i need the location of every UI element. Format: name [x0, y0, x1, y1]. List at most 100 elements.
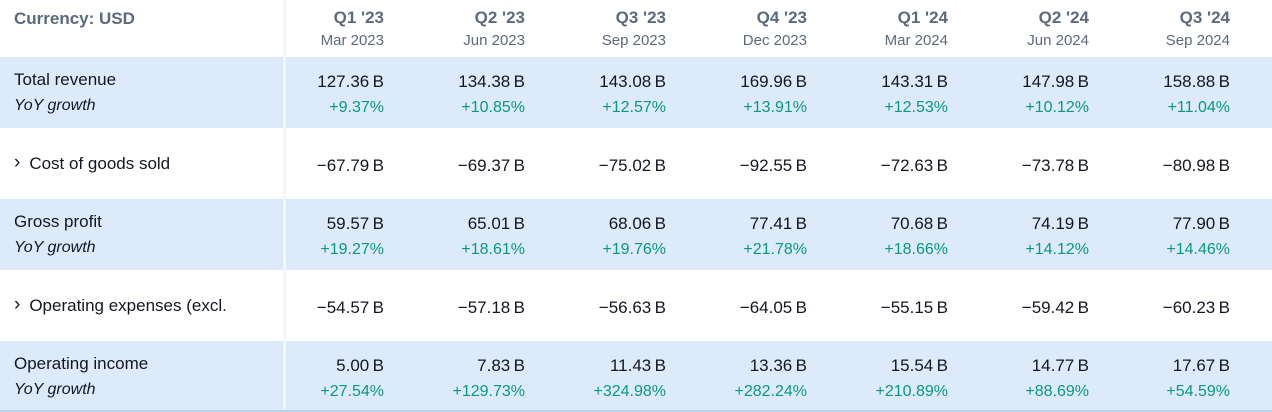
cell-value: 7.83 B	[477, 355, 525, 375]
column-period-label: Jun 2023	[463, 32, 525, 49]
cell-value: 5.00 B	[336, 355, 384, 375]
cell-value: 11.43 B	[609, 355, 666, 375]
column-period-label: Dec 2023	[742, 32, 807, 49]
cell-value: −54.57 B	[316, 297, 384, 317]
value-cell-cost-of-goods-sold-q2-24: −73.78 B	[990, 128, 1131, 199]
cell-yoy-growth-value: +210.89%	[875, 382, 948, 400]
column-period-label: Sep 2023	[601, 32, 666, 49]
cell-yoy-growth-value: +19.76%	[602, 240, 666, 258]
row-label-cell-total-revenue: Total revenue YoY growth	[0, 57, 285, 128]
row-label-text: Gross profit	[14, 211, 102, 231]
column-period-label: Mar 2024	[884, 32, 948, 49]
column-header-q2-24: Q2 '24 Jun 2024	[990, 0, 1131, 57]
cell-value: −60.23 B	[1162, 297, 1230, 317]
cell-value: −56.63 B	[598, 297, 666, 317]
column-period-label: Mar 2023	[320, 32, 384, 49]
column-period-label: Sep 2024	[1165, 32, 1230, 49]
table-row-operating-expenses-excl: › Operating expenses (excl. −54.57 B −57.18…	[0, 270, 1272, 341]
value-cell-cost-of-goods-sold-q1-24: −72.63 B	[849, 128, 990, 199]
row-label-text: Operating income	[14, 353, 149, 373]
cell-yoy-growth-value: +12.57%	[602, 98, 666, 116]
cell-value: −73.78 B	[1021, 155, 1089, 175]
cell-yoy-growth-value: +12.53%	[884, 98, 948, 116]
column-quarter-label: Q2 '23	[474, 8, 525, 27]
cell-value: −69.37 B	[457, 155, 525, 175]
cell-value: 143.31 B	[881, 71, 948, 91]
value-cell-cost-of-goods-sold-q3-23: −75.02 B	[567, 128, 708, 199]
cell-yoy-growth-value: +14.12%	[1025, 240, 1089, 258]
cell-value: 77.90 B	[1172, 213, 1230, 233]
value-cell-operating-income-q4-23: 13.36 B +282.24%	[708, 341, 849, 412]
chevron-right-icon[interactable]: ›	[14, 152, 21, 173]
currency-label: Currency: USD	[14, 9, 135, 28]
cell-yoy-growth-value: +282.24%	[734, 382, 807, 400]
value-cell-operating-expenses-excl-q4-23: −64.05 B	[708, 270, 849, 341]
cell-value: 127.36 B	[317, 71, 384, 91]
table-row-total-revenue: Total revenue YoY growth 127.36 B +9.37% 134…	[0, 57, 1272, 128]
value-cell-operating-income-q1-24: 15.54 B +210.89%	[849, 341, 990, 412]
row-sublabel-yoy-growth: YoY growth	[14, 238, 96, 256]
cell-value: 143.08 B	[599, 71, 666, 91]
cell-value: 59.57 B	[326, 213, 384, 233]
chevron-right-icon[interactable]: ›	[14, 294, 21, 315]
cell-value: 68.06 B	[608, 213, 666, 233]
cell-value: −92.55 B	[739, 155, 807, 175]
cell-yoy-growth-value: +129.73%	[452, 382, 525, 400]
row-label-cell-cost-of-goods-sold[interactable]: › Cost of goods sold	[0, 128, 285, 199]
cell-yoy-growth-value: +21.78%	[743, 240, 807, 258]
value-cell-gross-profit-q3-23: 68.06 B +19.76%	[567, 199, 708, 270]
column-quarter-label: Q1 '24	[897, 8, 948, 27]
cell-value: −59.42 B	[1021, 297, 1089, 317]
cell-value: 65.01 B	[467, 213, 525, 233]
value-cell-total-revenue-q3-23: 143.08 B +12.57%	[567, 57, 708, 128]
column-quarter-label: Q1 '23	[333, 8, 384, 27]
value-cell-total-revenue-q1-23: 127.36 B +9.37%	[285, 57, 426, 128]
column-quarter-label: Q2 '24	[1038, 8, 1089, 27]
cell-value: 77.41 B	[749, 213, 807, 233]
value-cell-operating-income-q2-24: 14.77 B +88.69%	[990, 341, 1131, 412]
value-cell-gross-profit-q1-23: 59.57 B +19.27%	[285, 199, 426, 270]
cell-yoy-growth-value: +27.54%	[320, 382, 384, 400]
column-header-q3-24: Q3 '24 Sep 2024	[1131, 0, 1272, 57]
value-cell-operating-income-q2-23: 7.83 B +129.73%	[426, 341, 567, 412]
table-header-row: Currency: USD Q1 '23 Mar 2023 Q2 '23 Jun 20…	[0, 0, 1272, 57]
value-cell-gross-profit-q3-24: 77.90 B +14.46%	[1131, 199, 1272, 270]
value-cell-cost-of-goods-sold-q3-24: −80.98 B	[1131, 128, 1272, 199]
cell-value: 13.36 B	[749, 355, 807, 375]
column-quarter-label: Q3 '23	[615, 8, 666, 27]
cell-yoy-growth-value: +18.66%	[884, 240, 948, 258]
column-header-q4-23: Q4 '23 Dec 2023	[708, 0, 849, 57]
row-label-cell-gross-profit: Gross profit YoY growth	[0, 199, 285, 270]
value-cell-total-revenue-q2-24: 147.98 B +10.12%	[990, 57, 1131, 128]
value-cell-operating-expenses-excl-q1-24: −55.15 B	[849, 270, 990, 341]
table-row-gross-profit: Gross profit YoY growth 59.57 B +19.27% 65.0…	[0, 199, 1272, 270]
cell-value: −55.15 B	[880, 297, 948, 317]
value-cell-operating-expenses-excl-q3-24: −60.23 B	[1131, 270, 1272, 341]
value-cell-gross-profit-q1-24: 70.68 B +18.66%	[849, 199, 990, 270]
value-cell-gross-profit-q2-24: 74.19 B +14.12%	[990, 199, 1131, 270]
cell-value: 147.98 B	[1022, 71, 1089, 91]
row-label: › Cost of goods sold	[14, 151, 170, 177]
column-header-q2-23: Q2 '23 Jun 2023	[426, 0, 567, 57]
value-cell-cost-of-goods-sold-q4-23: −92.55 B	[708, 128, 849, 199]
value-cell-operating-income-q1-23: 5.00 B +27.54%	[285, 341, 426, 412]
value-cell-operating-expenses-excl-q2-24: −59.42 B	[990, 270, 1131, 341]
cell-yoy-growth-value: +10.85%	[461, 98, 525, 116]
column-header-q1-23: Q1 '23 Mar 2023	[285, 0, 426, 57]
cell-value: 70.68 B	[890, 213, 948, 233]
cell-value: −57.18 B	[457, 297, 525, 317]
column-header-q1-24: Q1 '24 Mar 2024	[849, 0, 990, 57]
cell-value: −80.98 B	[1162, 155, 1230, 175]
row-label: Operating income	[14, 351, 148, 377]
cell-yoy-growth-value: +10.12%	[1025, 98, 1089, 116]
value-cell-operating-expenses-excl-q2-23: −57.18 B	[426, 270, 567, 341]
row-label-cell-operating-income: Operating income YoY growth	[0, 341, 285, 412]
cell-yoy-growth-value: +88.69%	[1025, 382, 1089, 400]
value-cell-gross-profit-q2-23: 65.01 B +18.61%	[426, 199, 567, 270]
cell-value: 169.96 B	[740, 71, 807, 91]
row-label-cell-operating-expenses-excl[interactable]: › Operating expenses (excl.	[0, 270, 285, 341]
cell-value: −75.02 B	[598, 155, 666, 175]
cell-value: 15.54 B	[890, 355, 948, 375]
cell-yoy-growth-value: +324.98%	[593, 382, 666, 400]
